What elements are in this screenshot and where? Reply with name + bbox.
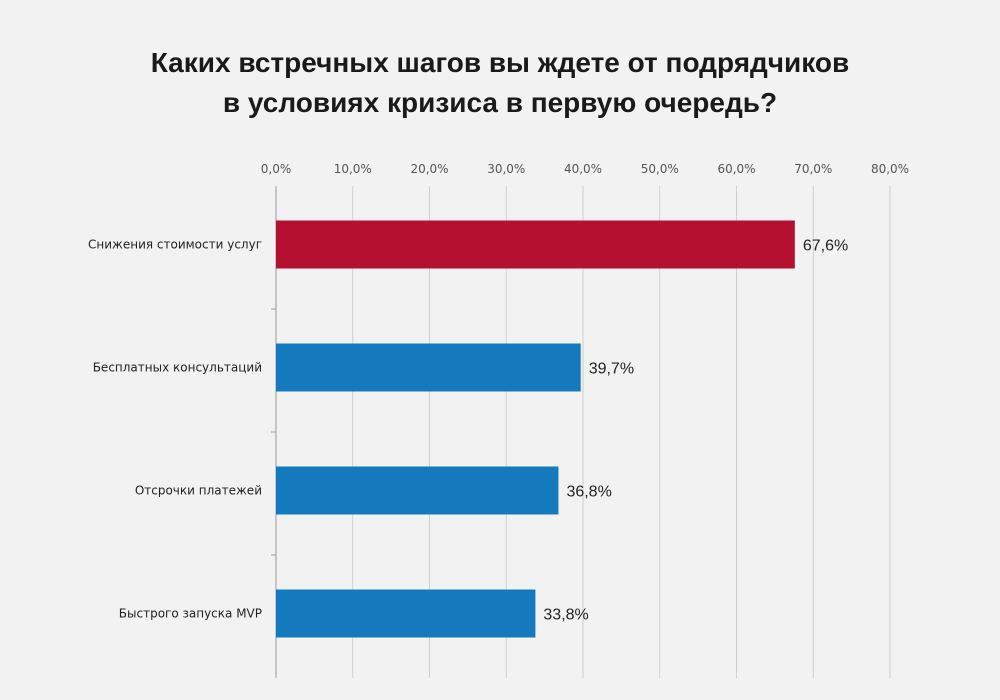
category-label-2: Отсрочки платежей [135, 484, 262, 498]
value-label-0: 67,6% [803, 238, 848, 255]
chart-title-line-2: в условиях кризиса в первую очередь? [223, 87, 777, 118]
x-tick-label-6: 60,0% [717, 162, 755, 176]
bars [276, 220, 795, 638]
value-label-3: 33,8% [543, 607, 588, 624]
x-tick-label-3: 30,0% [487, 162, 525, 176]
x-tick-label-4: 40,0% [564, 162, 602, 176]
category-label-3: Быстрого запуска MVP [119, 607, 262, 621]
bar-1 [276, 343, 581, 392]
x-tick-label-2: 20,0% [410, 162, 448, 176]
x-axis-ticks: 0,0% 10,0% 20,0% 30,0% 40,0% 50,0% 60,0% 70,0% 8… [261, 162, 909, 176]
bar-2 [276, 466, 559, 515]
x-tick-label-7: 70,0% [794, 162, 832, 176]
category-label-0: Снижения стоимости услуг [88, 238, 262, 252]
value-label-2: 36,8% [566, 484, 611, 501]
bar-3 [276, 589, 536, 638]
x-tick-label-0: 0,0% [261, 162, 292, 176]
bar-0 [276, 220, 795, 269]
x-tick-label-5: 50,0% [641, 162, 679, 176]
value-label-1: 39,7% [589, 361, 634, 378]
x-tick-label-1: 10,0% [334, 162, 372, 176]
x-tick-label-8: 80,0% [871, 162, 909, 176]
chart-title-line-1: Каких встречных шагов вы ждете от подряд… [151, 47, 849, 78]
labels: Снижения стоимости услуг 67,6% Бесплатных … [88, 238, 848, 624]
category-label-1: Бесплатных консультаций [93, 361, 262, 375]
y-axis [271, 186, 277, 678]
